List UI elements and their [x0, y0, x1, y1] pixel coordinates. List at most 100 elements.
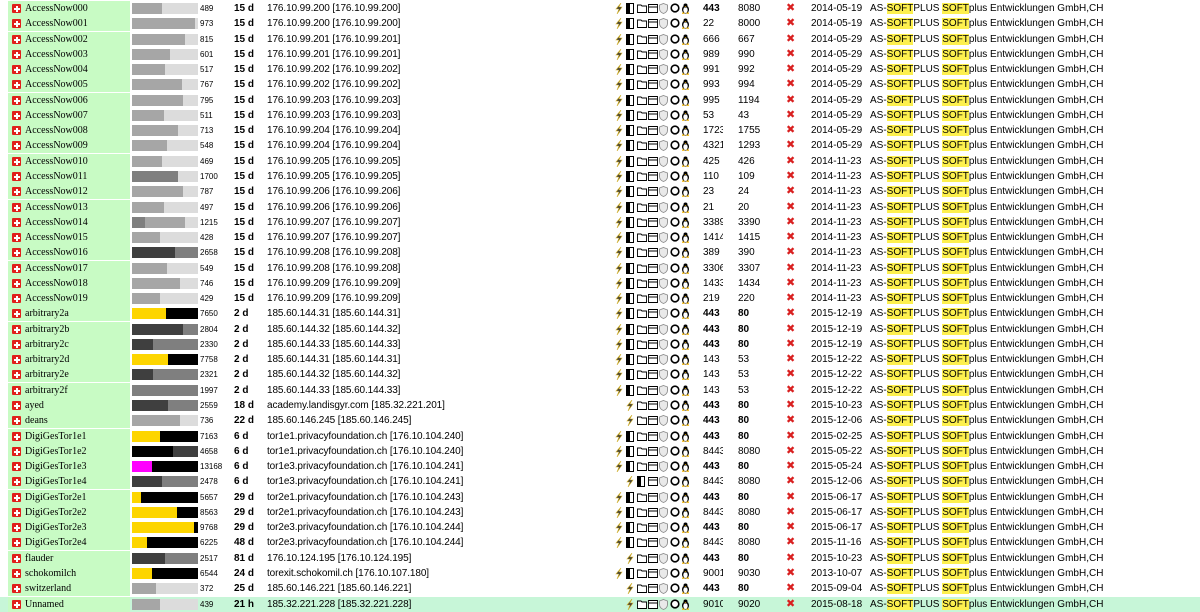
bandwidth-bar: [132, 537, 198, 548]
swiss-flag-icon: [12, 50, 21, 59]
relay-nickname-link[interactable]: AccessNow010: [25, 154, 129, 169]
as-text: plus Entwicklungen GmbH,CH: [969, 232, 1104, 243]
relay-nickname-link[interactable]: DigiGesTor1e4: [25, 474, 129, 489]
relay-nickname-link[interactable]: DigiGesTor2e3: [25, 520, 129, 535]
fast-icon: [625, 551, 636, 566]
autonomous-system: AS-SOFTPLUS SOFTplus Entwicklungen GmbH,…: [870, 352, 1200, 367]
relay-nickname-link[interactable]: AccessNow002: [25, 32, 129, 47]
relay-nickname-link[interactable]: AccessNow001: [25, 16, 129, 31]
reject-x-icon: ✖: [786, 93, 798, 108]
linux-icon: [680, 383, 691, 398]
bandwidth-value: 497: [200, 200, 232, 215]
as-text: AS-: [870, 95, 887, 106]
relay-nickname-link[interactable]: Unnamed: [25, 597, 129, 612]
relay-nickname-link[interactable]: AccessNow011: [25, 169, 129, 184]
as-text: AS-: [870, 431, 887, 442]
linux-icon: [680, 581, 691, 596]
relay-nickname-link[interactable]: DigiGesTor2e1: [25, 490, 129, 505]
relay-nickname-link[interactable]: deans: [25, 413, 129, 428]
stable-icon: [647, 306, 658, 321]
dir-port: 426: [738, 154, 768, 169]
relay-nickname-link[interactable]: switzerland: [25, 581, 129, 596]
or-port: 443: [703, 337, 723, 352]
swiss-flag-icon: [12, 340, 21, 349]
relay-nickname-link[interactable]: arbitrary2b: [25, 322, 129, 337]
swiss-flag-icon: [12, 370, 21, 379]
as-text: PLUS: [913, 461, 942, 472]
swiss-flag-icon: [12, 248, 21, 257]
as-text: AS-: [870, 461, 887, 472]
guard-icon: [658, 1, 669, 16]
relay-nickname-link[interactable]: AccessNow012: [25, 184, 129, 199]
as-text: plus Entwicklungen GmbH,CH: [969, 583, 1104, 594]
as-text: plus Entwicklungen GmbH,CH: [969, 400, 1104, 411]
bandwidth-value: 9768: [200, 520, 232, 535]
relay-nickname-link[interactable]: flauder: [25, 551, 129, 566]
relay-nickname-link[interactable]: arbitrary2c: [25, 337, 129, 352]
as-keyword-highlight: SOFT: [887, 431, 914, 442]
uptime: 15 d: [234, 108, 266, 123]
relay-nickname-link[interactable]: AccessNow017: [25, 261, 129, 276]
bandwidth-bar-fill: [132, 232, 160, 243]
relay-nickname-link[interactable]: AccessNow004: [25, 62, 129, 77]
dir-port: 80: [738, 581, 768, 596]
dir-port: 1434: [738, 276, 768, 291]
relay-nickname-link[interactable]: AccessNow008: [25, 123, 129, 138]
table-row: AccessNow018 746 15 d 176.10.99.209 [176.10…: [0, 276, 1200, 291]
relay-nickname-link[interactable]: DigiGesTor2e2: [25, 505, 129, 520]
relay-nickname-link[interactable]: AccessNow009: [25, 138, 129, 153]
or-port: 425: [703, 154, 723, 169]
linux-icon: [680, 276, 691, 291]
bandwidth-bar-remainder: [141, 492, 198, 503]
fast-icon: [614, 261, 625, 276]
bandwidth-bar: [132, 263, 198, 274]
relay-nickname-link[interactable]: AccessNow007: [25, 108, 129, 123]
as-keyword-highlight: SOFT: [887, 339, 914, 350]
autonomous-system: AS-SOFTPLUS SOFTplus Entwicklungen GmbH,…: [870, 261, 1200, 276]
bandwidth-bar-fill: [132, 568, 152, 579]
as-text: AS-: [870, 18, 887, 29]
fast-icon: [614, 306, 625, 321]
dir-port: 3390: [738, 215, 768, 230]
uptime: 15 d: [234, 215, 266, 230]
relay-nickname-link[interactable]: DigiGesTor1e2: [25, 444, 129, 459]
running-icon: [669, 108, 680, 123]
relay-nickname-link[interactable]: DigiGesTor1e3: [25, 459, 129, 474]
running-icon: [669, 383, 680, 398]
relay-nickname-link[interactable]: AccessNow005: [25, 77, 129, 92]
uptime: 6 d: [234, 459, 266, 474]
as-text: AS-: [870, 507, 887, 518]
dir-port: 8080: [738, 444, 768, 459]
relay-nickname-link[interactable]: AccessNow018: [25, 276, 129, 291]
relay-nickname-link[interactable]: schokomilch: [25, 566, 129, 581]
relay-nickname-link[interactable]: arbitrary2a: [25, 306, 129, 321]
bandwidth-bar: [132, 522, 198, 533]
as-keyword-highlight: SOFT: [887, 140, 914, 151]
relay-nickname-link[interactable]: AccessNow000: [25, 1, 129, 16]
relay-nickname-link[interactable]: AccessNow019: [25, 291, 129, 306]
as-keyword-highlight: SOFT: [942, 140, 969, 151]
linux-icon: [680, 47, 691, 62]
relay-nickname-link[interactable]: DigiGesTor1e1: [25, 429, 129, 444]
bandwidth-bar: [132, 568, 198, 579]
relay-nickname-link[interactable]: AccessNow014: [25, 215, 129, 230]
as-text: plus Entwicklungen GmbH,CH: [969, 492, 1104, 503]
relay-nickname-link[interactable]: AccessNow013: [25, 200, 129, 215]
swiss-flag-icon: [12, 523, 21, 532]
autonomous-system: AS-SOFTPLUS SOFTplus Entwicklungen GmbH,…: [870, 154, 1200, 169]
table-row: arbitrary2b 2804 2 d 185.60.144.32 [185.60.…: [0, 322, 1200, 337]
relay-nickname-link[interactable]: arbitrary2e: [25, 367, 129, 382]
relay-address: 176.10.99.206 [176.10.99.206]: [267, 200, 622, 215]
relay-nickname-link[interactable]: arbitrary2d: [25, 352, 129, 367]
relay-nickname-link[interactable]: ayed: [25, 398, 129, 413]
relay-nickname-link[interactable]: arbitrary2f: [25, 383, 129, 398]
linux-icon: [680, 184, 691, 199]
relay-nickname-link[interactable]: AccessNow015: [25, 230, 129, 245]
first-seen-date: 2015-12-19: [811, 306, 871, 321]
bandwidth-bar: [132, 140, 198, 151]
relay-nickname-link[interactable]: DigiGesTor2e4: [25, 535, 129, 550]
first-seen-date: 2015-12-22: [811, 352, 871, 367]
relay-nickname-link[interactable]: AccessNow016: [25, 245, 129, 260]
relay-nickname-link[interactable]: AccessNow003: [25, 47, 129, 62]
relay-nickname-link[interactable]: AccessNow006: [25, 93, 129, 108]
